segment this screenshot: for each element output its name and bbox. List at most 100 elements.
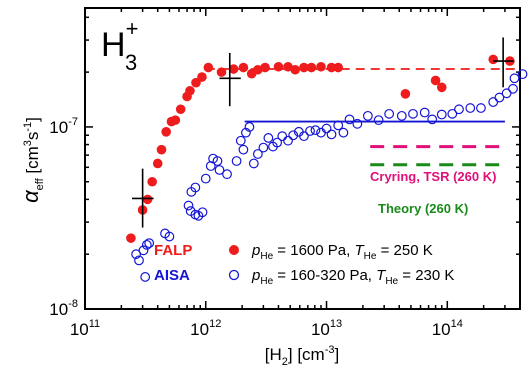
crying-label: Cryring, TSR (260 K)	[370, 169, 496, 184]
x-tick-label: 1013	[311, 318, 342, 339]
point-falp	[260, 62, 270, 73]
point-aisa	[258, 142, 269, 153]
point-aisa	[231, 156, 242, 166]
point-aisa	[344, 114, 355, 125]
point-aisa	[326, 129, 337, 140]
point-aisa	[248, 158, 259, 169]
point-aisa	[517, 69, 528, 80]
point-falp	[273, 61, 284, 72]
legend: FALP pHe = 1600 Pa, THe = 250 K AISA pHe…	[154, 242, 454, 287]
point-falp	[253, 64, 263, 75]
x-tick-label: 1014	[432, 318, 463, 339]
legend-falp-detail: pHe = 1600 Pa, THe = 250 K	[251, 242, 433, 262]
axes-ticks: 1011 1012 1013 1014 10-8 10-7	[49, 8, 521, 339]
legend-falp-marker	[229, 245, 239, 255]
point-falp	[290, 64, 300, 75]
point-aisa	[277, 131, 288, 142]
point-aisa	[144, 238, 155, 249]
point-falp	[228, 64, 239, 74]
point-falp	[175, 104, 186, 115]
point-aisa	[419, 107, 430, 118]
point-aisa	[436, 109, 447, 120]
point-falp	[185, 85, 195, 96]
point-aisa	[299, 131, 309, 142]
x-tick-label: 1012	[190, 318, 221, 339]
point-aisa	[263, 133, 274, 143]
point-aisa	[238, 144, 249, 155]
point-aisa	[384, 108, 395, 119]
title-sup: +	[126, 16, 139, 41]
point-falp	[161, 127, 171, 137]
point-aisa	[338, 127, 349, 138]
point-aisa	[352, 118, 363, 129]
point-aisa	[252, 149, 263, 159]
point-aisa	[494, 92, 505, 103]
point-aisa	[321, 123, 332, 134]
point-falp	[126, 233, 136, 243]
point-aisa	[235, 135, 246, 146]
point-aisa	[305, 126, 315, 136]
point-aisa	[488, 97, 499, 107]
point-aisa	[396, 110, 407, 121]
y-tick-label: 10-8	[49, 298, 78, 319]
data-points	[126, 54, 528, 282]
point-aisa	[244, 122, 255, 132]
legend-falp-name: FALP	[154, 242, 192, 259]
point-falp	[191, 77, 201, 88]
point-aisa	[427, 114, 438, 125]
point-aisa	[138, 245, 149, 256]
point-aisa	[465, 103, 476, 113]
legend-aisa-detail: pHe = 160-320 Pa, THe = 230 K	[251, 267, 454, 287]
point-aisa	[141, 239, 152, 250]
point-falp	[436, 82, 447, 93]
point-falp	[203, 62, 214, 73]
plot-frame	[84, 7, 521, 310]
point-aisa	[134, 255, 144, 266]
point-falp	[299, 62, 309, 73]
point-falp	[488, 54, 499, 65]
point-aisa	[131, 249, 142, 260]
point-aisa	[310, 125, 321, 136]
legend-aisa-marker	[228, 269, 240, 281]
point-falp	[147, 176, 157, 187]
point-falp	[326, 62, 337, 73]
point-aisa	[183, 200, 194, 211]
point-aisa	[205, 161, 216, 171]
point-falp	[238, 62, 249, 73]
point-aisa	[190, 182, 201, 193]
point-aisa	[222, 169, 232, 180]
point-aisa	[200, 173, 211, 184]
point-falp	[152, 158, 163, 169]
point-aisa	[447, 108, 458, 119]
point-aisa	[214, 165, 225, 175]
point-aisa	[140, 272, 151, 282]
title-sub: 3	[125, 50, 137, 75]
legend-aisa-name: AISA	[154, 267, 190, 284]
point-aisa	[509, 73, 520, 84]
point-aisa	[283, 135, 293, 146]
point-aisa	[373, 115, 384, 126]
point-aisa	[212, 156, 223, 166]
point-aisa	[454, 104, 464, 115]
point-aisa	[333, 120, 344, 131]
point-falp	[197, 72, 207, 82]
point-falp	[316, 61, 326, 72]
point-aisa	[501, 88, 512, 99]
point-aisa	[164, 231, 175, 242]
point-aisa	[408, 108, 418, 119]
point-falp	[333, 62, 344, 73]
point-falp	[306, 62, 317, 73]
point-falp	[156, 144, 167, 155]
chart-title: H+ 3	[101, 16, 138, 75]
point-aisa	[272, 137, 283, 148]
point-aisa	[362, 110, 373, 121]
title-main: H	[101, 26, 126, 64]
reference-lines	[205, 68, 520, 167]
point-falp	[430, 75, 441, 86]
x-tick-label: 1011	[70, 318, 100, 339]
point-falp	[142, 194, 153, 205]
point-falp	[170, 115, 181, 125]
point-falp	[216, 67, 227, 77]
point-aisa	[508, 83, 518, 94]
point-aisa	[476, 103, 486, 113]
